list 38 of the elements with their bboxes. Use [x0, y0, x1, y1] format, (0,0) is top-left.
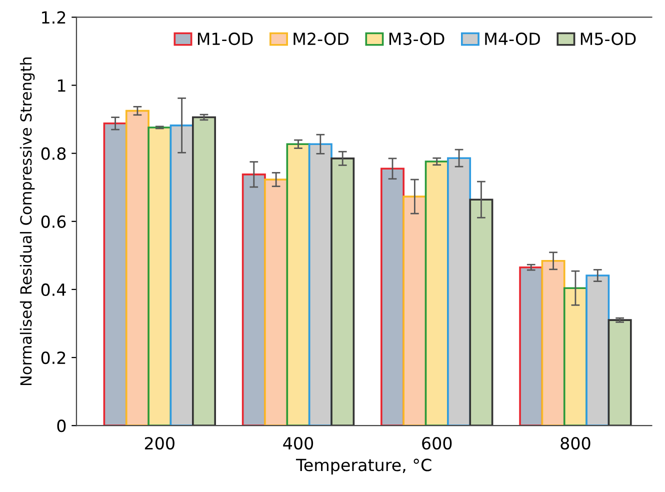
- bar: [308, 143, 332, 426]
- x-tick-label: 800: [560, 436, 590, 450]
- y-tick-label: 0: [57, 420, 66, 432]
- x-axis-title: Temperature, °C: [296, 458, 432, 475]
- bar: [586, 274, 610, 426]
- x-tick-label: 600: [422, 436, 452, 450]
- bar: [447, 157, 472, 426]
- legend-label: M5-OD: [580, 32, 636, 46]
- bar: [125, 110, 150, 426]
- x-tick-label: 400: [283, 436, 314, 450]
- bar: [330, 158, 355, 426]
- legend-label: M2-OD: [294, 32, 348, 46]
- bar: [608, 319, 632, 426]
- bar: [286, 143, 310, 426]
- bar: [148, 126, 172, 426]
- x-tick-label: 200: [144, 436, 174, 450]
- y-tick-label: 0.8: [41, 147, 66, 160]
- bar: [469, 198, 494, 426]
- legend-label: M3-OD: [389, 32, 444, 46]
- bar: [402, 196, 427, 426]
- legend-label: M1-OD: [198, 32, 253, 46]
- bar: [264, 178, 288, 426]
- bar: [424, 160, 449, 426]
- bar: [170, 124, 194, 426]
- bar: [380, 168, 404, 426]
- bar: [242, 174, 266, 426]
- y-tick-label: 0.6: [41, 215, 66, 228]
- bar: [103, 122, 128, 426]
- y-tick-label: 0.4: [41, 283, 66, 296]
- bar: [541, 260, 566, 426]
- bar: [192, 116, 216, 426]
- y-tick-label: 1.2: [42, 11, 66, 24]
- legend-label: M4-OD: [485, 32, 540, 46]
- y-tick-label: 0.2: [41, 351, 66, 364]
- bar: [563, 287, 588, 426]
- bar: [519, 266, 544, 426]
- y-axis-title: Normalised Residual Compressive Strength: [20, 58, 35, 386]
- y-tick-label: 1: [58, 79, 66, 92]
